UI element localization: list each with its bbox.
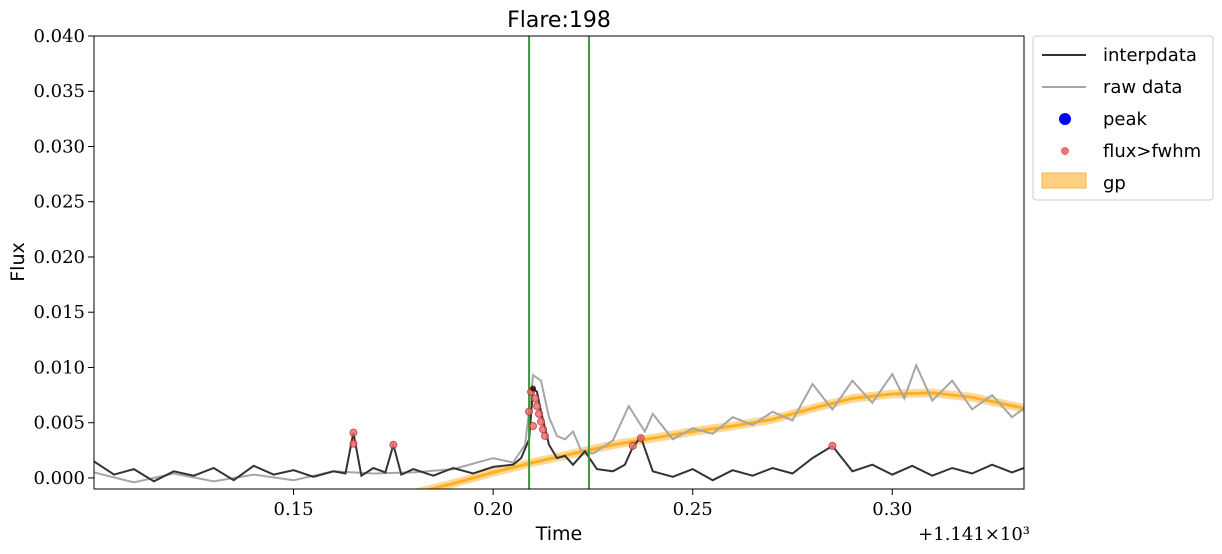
x-axis: 0.15 0.20 0.25 0.30 (274, 489, 912, 520)
raw-data-line (94, 362, 1024, 484)
x-tick-label-3: 0.30 (872, 499, 912, 520)
legend-raw-data-label: raw data (1103, 77, 1182, 98)
fwhm-point-4 (531, 394, 540, 403)
fwhm-point-6 (535, 409, 544, 418)
legend: interpdata raw data peak flux>fwhm gp (1032, 35, 1214, 201)
y-tick-label-0: 0.000 (33, 468, 85, 489)
plot-area (94, 36, 1024, 489)
fwhm-point-10 (525, 407, 534, 416)
fwhm-point-0 (349, 428, 358, 437)
fwhm-point-13 (636, 434, 645, 443)
fwhm-point-2 (389, 440, 398, 449)
y-tick-label-3: 0.015 (33, 302, 85, 323)
fwhm-point-12 (628, 441, 637, 450)
y-tick-label-1: 0.005 (33, 413, 85, 434)
legend-interpdata-label: interpdata (1103, 45, 1197, 66)
legend-fwhm-swatch (1061, 147, 1069, 155)
y-tick-label-2: 0.010 (33, 357, 85, 378)
fwhm-point-1 (349, 439, 358, 448)
fwhm-point-11 (529, 422, 538, 431)
fwhm-point-9 (541, 431, 550, 440)
x-tick-label-1: 0.20 (473, 499, 513, 520)
raw-data-layer (94, 362, 1024, 484)
y-tick-label-6: 0.030 (33, 136, 85, 157)
chart-title: Flare:198 (507, 8, 611, 33)
y-axis: 0.000 0.005 0.010 0.015 0.020 0.025 0.030 0.035… (33, 26, 94, 489)
x-offset-label: +1.141×10³ (918, 524, 1030, 545)
legend-gp-swatch (1041, 172, 1087, 189)
fwhm-point-5 (533, 402, 542, 411)
legend-gp-label: gp (1103, 173, 1126, 194)
fwhm-point-8 (539, 425, 548, 434)
legend-peak-swatch (1059, 113, 1071, 125)
fwhm-point-14 (828, 441, 837, 450)
gp-mean-line (424, 391, 1024, 489)
y-tick-label-7: 0.035 (33, 81, 85, 102)
y-tick-label-5: 0.025 (33, 192, 85, 213)
legend-peak-label: peak (1103, 109, 1148, 130)
x-tick-label-2: 0.25 (673, 499, 713, 520)
plot-frame (93, 35, 1025, 490)
y-tick-label-8: 0.040 (33, 26, 85, 47)
legend-frame (1032, 35, 1214, 201)
y-axis-label: Flux (7, 242, 29, 282)
points-layer (349, 385, 837, 450)
fwhm-point-7 (537, 417, 546, 426)
legend-fwhm-label: flux>fwhm (1103, 141, 1201, 162)
y-tick-label-4: 0.020 (33, 247, 85, 268)
peak-point (530, 385, 537, 392)
gp-layer (413, 388, 1024, 489)
x-tick-label-0: 0.15 (274, 499, 314, 520)
x-axis-label: Time (535, 523, 583, 545)
